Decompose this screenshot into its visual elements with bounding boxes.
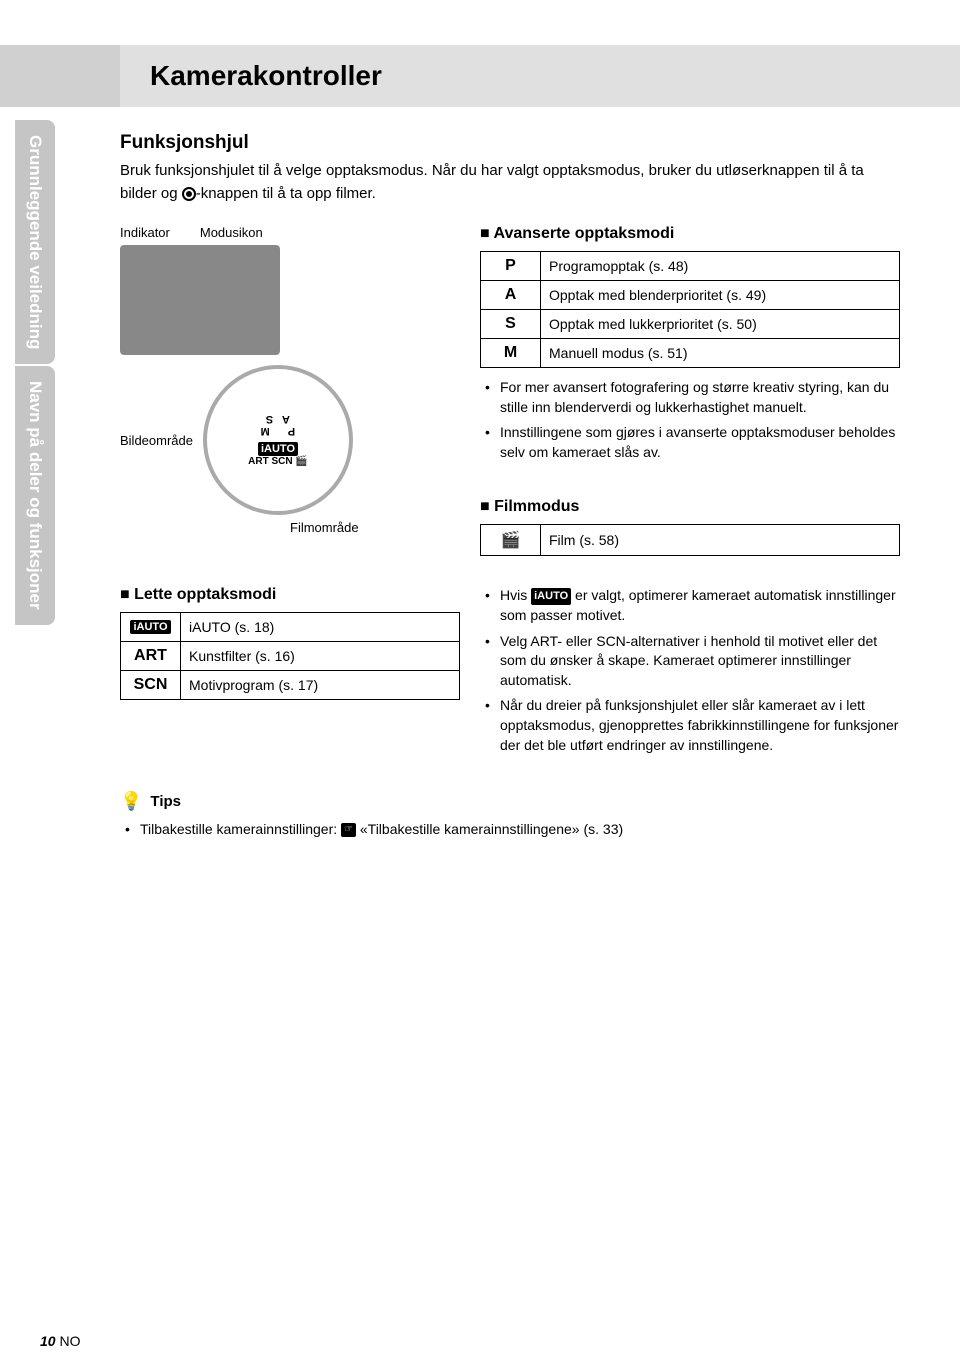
mode-key: ART xyxy=(121,642,181,671)
section-title: Funksjonshjul xyxy=(120,132,900,154)
label-bildeomrade: Bildeområde xyxy=(120,433,193,448)
tips-heading: Tips xyxy=(150,793,181,810)
table-row: SCNMotivprogram (s. 17) xyxy=(121,671,460,700)
easy-bullets: Hvis iAUTO er valgt, optimerer kameraet … xyxy=(480,586,900,755)
table-row: 🎬Film (s. 58) xyxy=(481,525,900,556)
mode-desc: Manuell modus (s. 51) xyxy=(541,339,900,368)
page-number: 10 NO xyxy=(40,1333,80,1349)
film-table: 🎬Film (s. 58) xyxy=(480,524,900,556)
list-item: Når du dreier på funksjonshjulet eller s… xyxy=(485,696,900,755)
table-row: PProgramopptak (s. 48) xyxy=(481,252,900,281)
mode-key: 🎬 xyxy=(481,525,541,556)
advanced-modes-table: PProgramopptak (s. 48) AOpptak med blend… xyxy=(480,251,900,368)
table-row: MManuell modus (s. 51) xyxy=(481,339,900,368)
advanced-heading: Avanserte opptaksmodi xyxy=(480,225,900,243)
iauto-badge: iAUTO xyxy=(130,620,170,634)
mode-key: A xyxy=(481,281,541,310)
diagram-column: Indikator Modusikon Bildeområde A S P M … xyxy=(120,225,460,566)
intro-text: Bruk funksjonshjulet til å velge opptaks… xyxy=(120,160,900,205)
page-title: Kamerakontroller xyxy=(150,60,940,92)
list-item: Velg ART- eller SCN-alternativer i henho… xyxy=(485,632,900,691)
list-item: Innstillingene som gjøres i avanserte op… xyxy=(485,423,900,462)
mode-desc: Programopptak (s. 48) xyxy=(541,252,900,281)
mode-key: iAUTO xyxy=(121,613,181,642)
label-filmomrade: Filmområde xyxy=(290,520,460,535)
iauto-badge: iAUTO xyxy=(531,588,571,605)
page-num-label: NO xyxy=(59,1333,80,1349)
mode-desc: Kunstfilter (s. 16) xyxy=(181,642,460,671)
record-icon xyxy=(182,187,196,201)
list-item: Tilbakestille kamerainnstillinger: ☞ «Ti… xyxy=(125,820,900,840)
tips-icon: 💡 xyxy=(120,791,142,812)
side-tabs: Grunnleggende veiledning Navn på deler o… xyxy=(15,120,55,625)
mode-key: P xyxy=(481,252,541,281)
mode-desc: Opptak med blenderprioritet (s. 49) xyxy=(541,281,900,310)
camera-dial-photo xyxy=(120,245,280,355)
easy-heading: Lette opptaksmodi xyxy=(120,586,460,604)
table-row: ARTKunstfilter (s. 16) xyxy=(121,642,460,671)
reference-icon: ☞ xyxy=(341,823,356,837)
mode-desc: Film (s. 58) xyxy=(541,525,900,556)
page-num-value: 10 xyxy=(40,1333,56,1349)
tab-basic-guide: Grunnleggende veiledning xyxy=(15,120,55,364)
table-row: SOpptak med lukkerprioritet (s. 50) xyxy=(481,310,900,339)
mode-key: M xyxy=(481,339,541,368)
label-indikator: Indikator xyxy=(120,225,170,240)
mode-dial-diagram: A S P M iAUTO ART SCN 🎬 xyxy=(203,365,353,515)
mode-desc: Motivprogram (s. 17) xyxy=(181,671,460,700)
mode-desc: Opptak med lukkerprioritet (s. 50) xyxy=(541,310,900,339)
tab-parts-functions: Navn på deler og funksjoner xyxy=(15,366,55,625)
table-row: iAUTO iAUTO (s. 18) xyxy=(121,613,460,642)
list-item: Hvis iAUTO er valgt, optimerer kameraet … xyxy=(485,586,900,625)
page-header: Kamerakontroller xyxy=(0,45,960,107)
easy-modes-table: iAUTO iAUTO (s. 18) ARTKunstfilter (s. 16… xyxy=(120,612,460,700)
mode-key: SCN xyxy=(121,671,181,700)
intro-part2: -knappen til å ta opp filmer. xyxy=(196,185,376,202)
advanced-bullets: For mer avansert fotografering og større… xyxy=(480,378,900,462)
label-modusikon: Modusikon xyxy=(200,225,263,240)
list-item: For mer avansert fotografering og større… xyxy=(485,378,900,417)
table-row: AOpptak med blenderprioritet (s. 49) xyxy=(481,281,900,310)
mode-key: S xyxy=(481,310,541,339)
tips-section: 💡 Tips Tilbakestille kamerainnstillinger… xyxy=(120,791,900,840)
mode-desc: iAUTO (s. 18) xyxy=(181,613,460,642)
film-heading: Filmmodus xyxy=(480,498,900,516)
